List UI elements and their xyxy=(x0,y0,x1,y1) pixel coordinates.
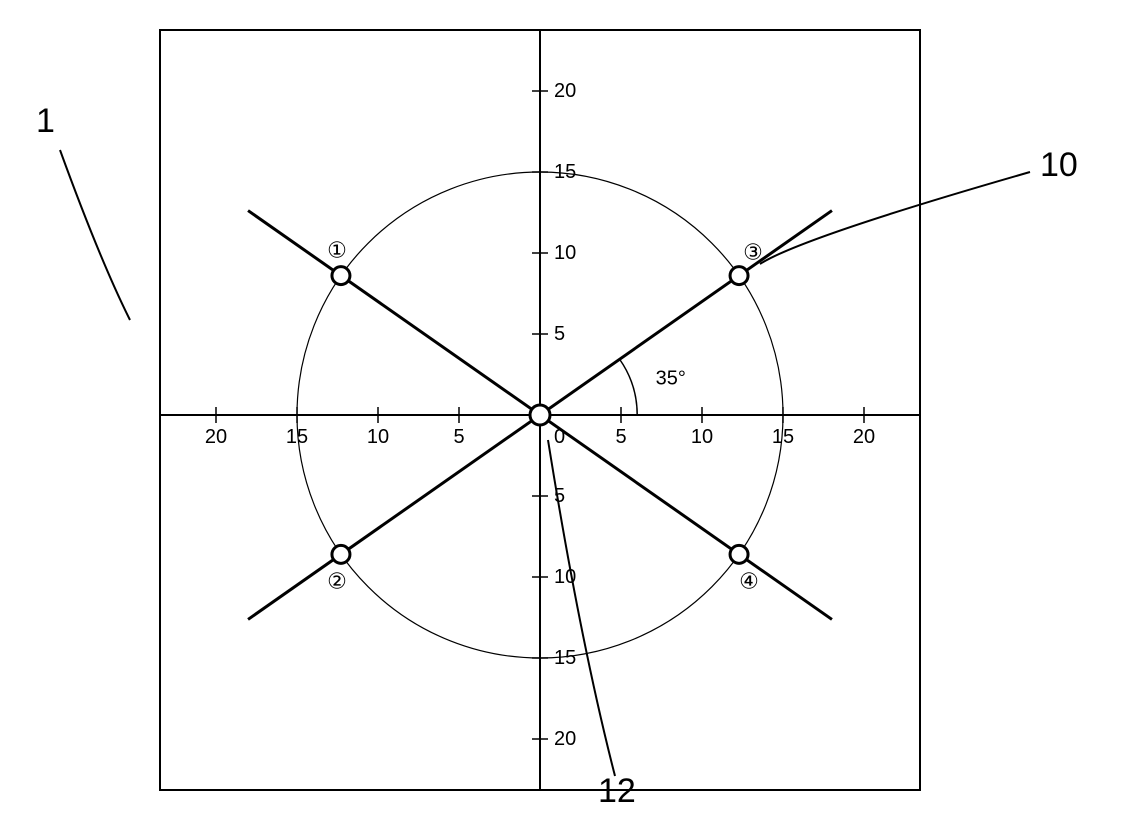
x-tick-label: 10 xyxy=(367,426,389,448)
y-tick-label: 20 xyxy=(554,728,576,750)
callout-label-12: 12 xyxy=(598,772,636,810)
marker-3 xyxy=(730,267,748,285)
callout-leader-10 xyxy=(760,172,1030,264)
marker-2 xyxy=(332,545,350,563)
callout-leader-1 xyxy=(60,150,130,320)
y-tick-label: 15 xyxy=(554,161,576,183)
x-tick-label: 5 xyxy=(615,426,626,448)
marker-label-1: ① xyxy=(327,238,347,263)
x-tick-label: 5 xyxy=(453,426,464,448)
x-tick-label: 20 xyxy=(853,426,875,448)
marker-label-4: ④ xyxy=(739,568,759,593)
marker-label-3: ③ xyxy=(743,240,763,265)
y-tick-label: 5 xyxy=(554,323,565,345)
y-tick-label: 20 xyxy=(554,80,576,102)
y-tick-label: 15 xyxy=(554,647,576,669)
diagram-canvas: 5101520510152051015205101520035°①②③④1101… xyxy=(0,0,1123,817)
angle-label: 35° xyxy=(656,368,686,390)
marker-1 xyxy=(332,267,350,285)
angle-arc xyxy=(620,359,638,415)
x-tick-label: 10 xyxy=(691,426,713,448)
callout-label-10: 10 xyxy=(1040,146,1078,184)
x-tick-label: 20 xyxy=(205,426,227,448)
marker-label-2: ② xyxy=(327,568,347,593)
callout-label-1: 1 xyxy=(36,102,55,140)
marker-4 xyxy=(730,545,748,563)
center-marker xyxy=(530,405,550,425)
y-tick-label: 10 xyxy=(554,242,576,264)
